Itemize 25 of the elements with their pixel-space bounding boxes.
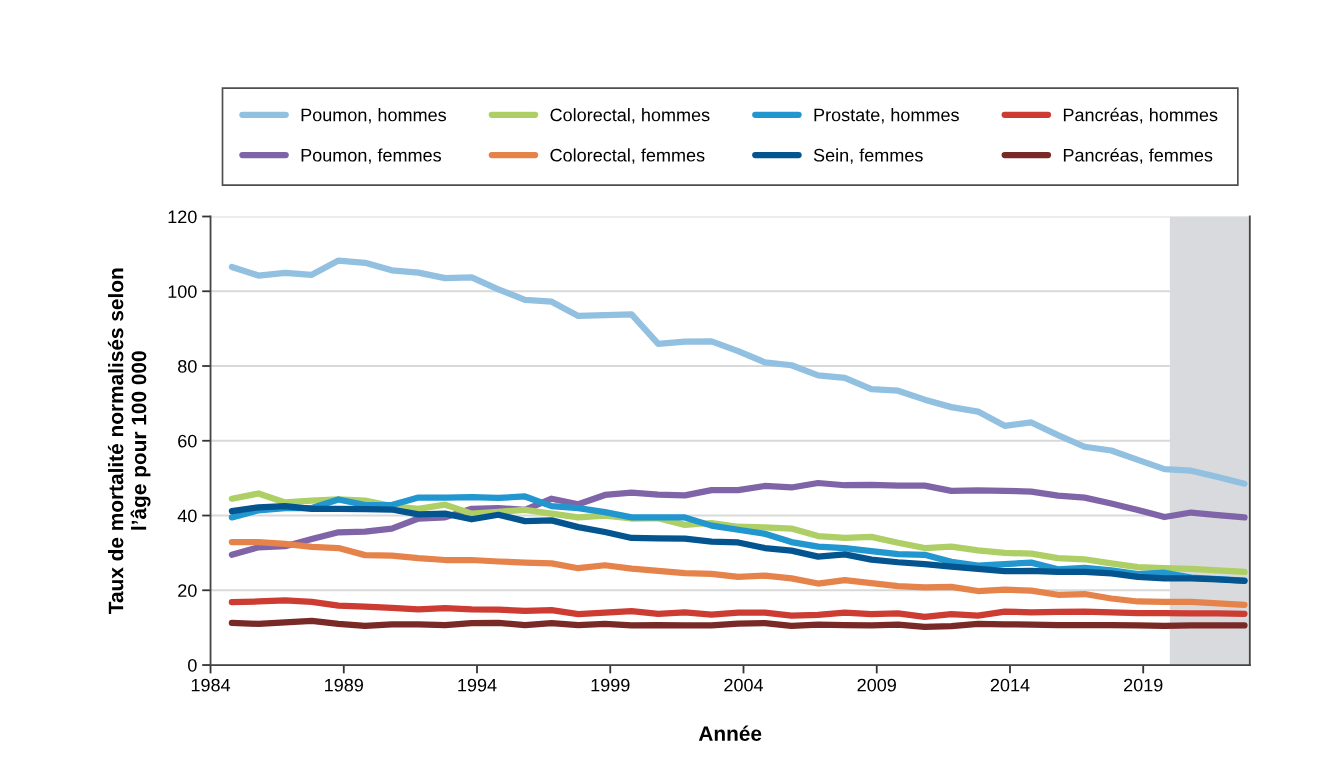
y-tick-label: 20 — [178, 584, 197, 597]
x-tick-label: 2004 — [724, 678, 764, 692]
legend-label: Pancréas, hommes — [1063, 107, 1218, 124]
x-tick-label: 2014 — [990, 678, 1030, 692]
legend-label: Sein, femmes — [813, 148, 923, 164]
legend-label: Prostate, hommes — [814, 108, 959, 124]
x-tick-label: 2019 — [1124, 678, 1163, 692]
x-tick-label: 2009 — [857, 678, 896, 692]
x-tick-label: 1984 — [191, 678, 231, 692]
y-tick-label: 40 — [177, 509, 197, 523]
legend-label: Colorectal, femmes — [550, 148, 705, 164]
x-tick-label: 1999 — [591, 678, 630, 692]
y-tick-label: 0 — [188, 658, 197, 672]
y-tick-label: 60 — [178, 434, 197, 448]
legend-label: Colorectal, hommes — [550, 108, 710, 124]
y-axis-title: Taux de mortalité normalisés selon l’âge pour 100 000 — [107, 268, 151, 614]
legend-label: Poumon, hommes — [301, 108, 447, 124]
y-tick-label: 120 — [168, 210, 197, 224]
legend-label: Poumon, femmes — [301, 148, 441, 164]
y-tick-label: 80 — [178, 359, 197, 373]
y-tick-label: 100 — [168, 285, 197, 298]
legend-label: Pancréas, femmes — [1063, 148, 1213, 164]
x-tick-label: 1994 — [458, 678, 497, 692]
x-tick-label: 1989 — [325, 678, 364, 692]
x-axis-title: Année — [698, 725, 762, 741]
